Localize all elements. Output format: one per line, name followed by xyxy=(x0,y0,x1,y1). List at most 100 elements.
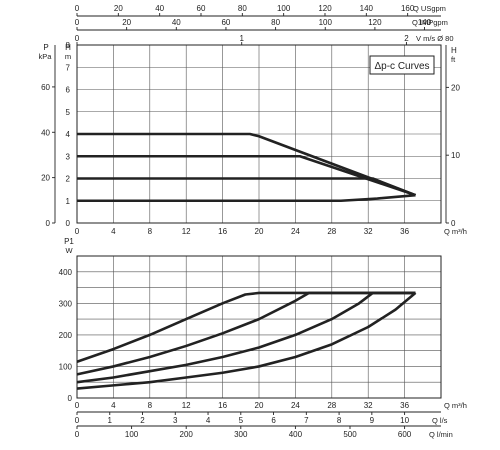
m-tick-label: 3 xyxy=(66,152,71,161)
power-tick-label: 200 xyxy=(59,331,73,340)
velocity-axis-title: V m/s Ø 80 xyxy=(416,34,454,43)
bot-m3h-tick-label: 4 xyxy=(111,401,116,410)
top-m3h-tick-label: 12 xyxy=(182,227,191,236)
power-curve-2 xyxy=(76,291,416,376)
bot-m3h-tick-label: 8 xyxy=(148,401,153,410)
usgpm-tick-label: 100 xyxy=(277,4,291,13)
lmin-tick-label: 0 xyxy=(75,430,80,439)
ls-tick-label: 2 xyxy=(140,416,145,425)
impgpm-tick-label: 40 xyxy=(172,18,181,27)
usgpm-tick-label: 120 xyxy=(318,4,332,13)
ls-tick-label: 5 xyxy=(239,416,244,425)
m-tick-label: 0 xyxy=(66,219,71,228)
impgpm-tick-label: 0 xyxy=(75,18,80,27)
m-tick-label: 8 xyxy=(66,41,71,50)
dp-c-curve-4 xyxy=(77,132,416,197)
kpa-axis-title-unit: kPa xyxy=(39,52,53,61)
lmin-tick-label: 500 xyxy=(343,430,357,439)
ft-axis-title-unit: ft xyxy=(451,55,456,64)
top-m3h-tick-label: 8 xyxy=(148,227,153,236)
power-curve-1 xyxy=(76,291,416,363)
ls-tick-label: 1 xyxy=(108,416,113,425)
kpa-tick-label: 20 xyxy=(41,174,50,183)
top-m3h-tick-label: 20 xyxy=(255,227,264,236)
impgpm-tick-label: 120 xyxy=(368,18,382,27)
m-axis-title-h: H xyxy=(65,43,71,52)
bot-m3h-axis-title: Q m³/h xyxy=(444,401,467,410)
usgpm-tick-label: 0 xyxy=(75,4,80,13)
top-m3h-tick-label: 0 xyxy=(75,227,80,236)
velocity-tick-label: 1 xyxy=(239,34,244,43)
ls-tick-label: 10 xyxy=(400,416,409,425)
impgpm-tick-label: 20 xyxy=(122,18,131,27)
dp-c-curve-1 xyxy=(77,193,416,203)
power-tick-label: 100 xyxy=(59,362,73,371)
impgpm-axis-title: Q IMPgpm xyxy=(412,18,448,27)
m-tick-label: 2 xyxy=(66,175,71,184)
ls-tick-label: 3 xyxy=(173,416,178,425)
power-tick-label: 300 xyxy=(59,299,73,308)
bot-m3h-tick-label: 20 xyxy=(255,401,264,410)
bot-m3h-tick-label: 32 xyxy=(364,401,373,410)
top-m3h-tick-label: 32 xyxy=(364,227,373,236)
top-m3h-tick-label: 24 xyxy=(291,227,300,236)
usgpm-tick-label: 140 xyxy=(360,4,374,13)
usgpm-tick-label: 80 xyxy=(238,4,247,13)
bot-m3h-tick-label: 36 xyxy=(400,401,409,410)
ft-tick-label: 20 xyxy=(451,83,460,92)
power-axis-title-p1: P1 xyxy=(64,237,74,246)
lmin-axis-title: Q l/min xyxy=(429,430,453,439)
kpa-tick-label: 60 xyxy=(41,83,50,92)
ft-tick-label: 10 xyxy=(451,151,460,160)
bot-m3h-tick-label: 24 xyxy=(291,401,300,410)
top-m3h-tick-label: 36 xyxy=(400,227,409,236)
usgpm-tick-label: 160 xyxy=(401,4,415,13)
top-m3h-tick-label: 28 xyxy=(327,227,336,236)
velocity-tick-label: 0 xyxy=(75,34,80,43)
dp-c-curve-3 xyxy=(77,154,416,197)
legend-label: Δp-c Curves xyxy=(374,61,429,72)
power-tick-label: 400 xyxy=(59,268,73,277)
kpa-axis-title-p: P xyxy=(43,43,48,52)
bot-m3h-tick-label: 28 xyxy=(327,401,336,410)
power-curve-4 xyxy=(76,291,417,390)
top-m3h-axis-title: Q m³/h xyxy=(444,227,467,236)
ls-tick-label: 9 xyxy=(370,416,375,425)
ft-tick-label: 0 xyxy=(451,219,456,228)
ls-tick-label: 7 xyxy=(304,416,309,425)
top-m3h-tick-label: 16 xyxy=(218,227,227,236)
bot-m3h-tick-label: 0 xyxy=(75,401,80,410)
usgpm-tick-label: 60 xyxy=(197,4,206,13)
impgpm-tick-label: 80 xyxy=(271,18,280,27)
lmin-tick-label: 600 xyxy=(398,430,412,439)
m-tick-label: 1 xyxy=(66,197,71,206)
m-tick-label: 6 xyxy=(66,86,71,95)
bottom-plot-frame xyxy=(76,255,442,399)
velocity-tick-label: 2 xyxy=(404,34,409,43)
usgpm-tick-label: 20 xyxy=(114,4,123,13)
top-m3h-tick-label: 4 xyxy=(111,227,116,236)
ls-tick-label: 8 xyxy=(337,416,342,425)
lmin-tick-label: 400 xyxy=(289,430,303,439)
ls-axis-title: Q l/s xyxy=(432,416,448,425)
kpa-tick-label: 40 xyxy=(41,128,50,137)
m-axis-title-unit: m xyxy=(65,52,71,61)
m-tick-label: 5 xyxy=(66,108,71,117)
usgpm-axis-title: Q USgpm xyxy=(413,4,446,13)
impgpm-tick-label: 140 xyxy=(418,18,432,27)
lmin-tick-label: 100 xyxy=(125,430,139,439)
power-tick-label: 0 xyxy=(68,394,73,403)
usgpm-tick-label: 40 xyxy=(155,4,164,13)
lmin-tick-label: 300 xyxy=(234,430,248,439)
dp-c-curve-2 xyxy=(77,177,416,197)
ls-tick-label: 0 xyxy=(75,416,80,425)
bot-m3h-tick-label: 12 xyxy=(182,401,191,410)
lmin-tick-label: 200 xyxy=(180,430,194,439)
ls-tick-label: 6 xyxy=(271,416,276,425)
power-axis-title-unit: W xyxy=(65,246,73,255)
bot-m3h-tick-label: 16 xyxy=(218,401,227,410)
m-tick-label: 7 xyxy=(66,63,71,72)
impgpm-tick-label: 60 xyxy=(221,18,230,27)
